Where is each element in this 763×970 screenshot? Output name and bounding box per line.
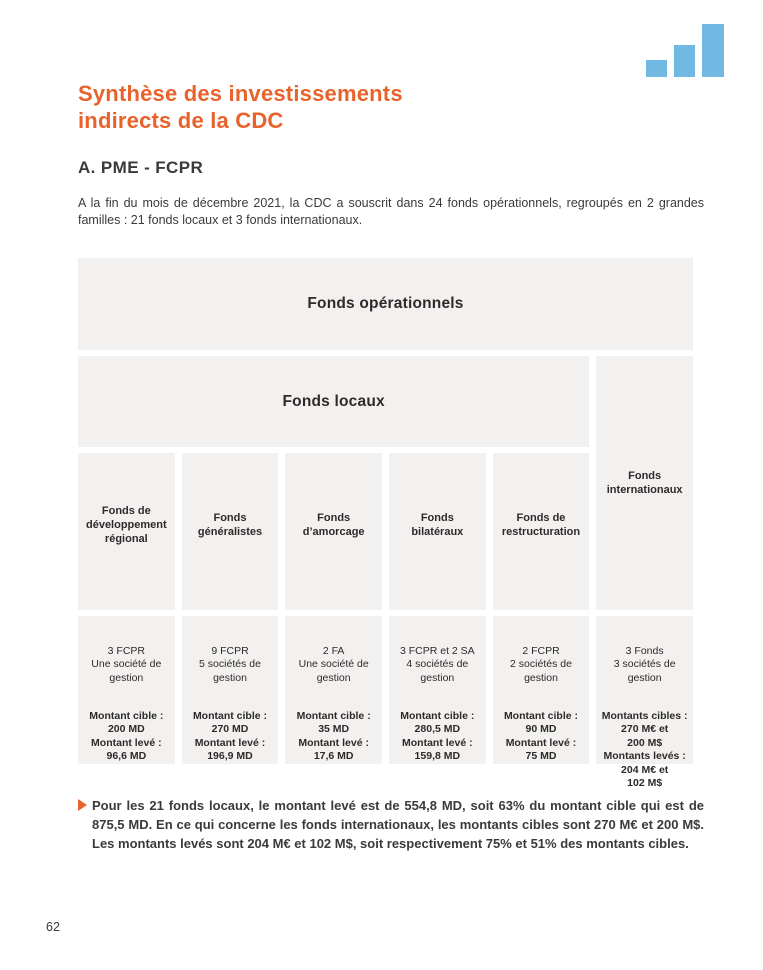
box-category-generalistes: Fonds généralistes (181, 453, 279, 610)
box-category-amorcage: Fonds d’amorcage (285, 453, 382, 610)
box-detail-internationaux: 3 Fonds 3 sociétés de gestion Montants c… (596, 616, 693, 789)
bar-chart-logo (646, 24, 724, 77)
detail-amounts: Montant cible : 200 MD Montant levé : 96… (89, 709, 164, 763)
page-number: 62 (46, 920, 60, 934)
detail-amounts: Montant cible : 270 MD Montant levé : 19… (192, 709, 268, 763)
detail-info: 3 FCPR Une société de gestion (91, 644, 162, 684)
funds-hierarchy-diagram: Fonds opérationnels Fonds locaux Fonds i… (78, 258, 693, 789)
intro-paragraph: A la fin du mois de décembre 2021, la CD… (78, 196, 704, 227)
detail-info: 3 Fonds 3 sociétés de gestion (613, 644, 676, 684)
logo-bar-large (702, 24, 724, 77)
box-detail-restructuration: 2 FCPR 2 sociétés de gestion Montant cib… (492, 616, 590, 764)
detail-amounts: Montant cible : 35 MD Montant levé : 17,… (296, 709, 371, 763)
section-heading: A. PME - FCPR (78, 158, 204, 177)
footnote-text: Pour les 21 fonds locaux, le montant lev… (92, 798, 704, 851)
box-detail-developpement-regional: 3 FCPR Une société de gestion Montant ci… (78, 616, 175, 764)
footnote: Pour les 21 fonds locaux, le montant lev… (78, 796, 704, 853)
detail-info: 2 FA Une société de gestion (298, 644, 369, 684)
logo-bar-small (646, 60, 667, 77)
box-fonds-internationaux: Fonds internationaux (596, 356, 693, 610)
box-detail-bilateraux: 3 FCPR et 2 SA 4 sociétés de gestion Mon… (388, 616, 486, 764)
box-category-restructuration: Fonds de restructuration (492, 453, 590, 610)
page-title: Synthèse des investissements indirects d… (78, 81, 403, 133)
triangle-bullet-icon (78, 799, 87, 811)
detail-info: 2 FCPR 2 sociétés de gestion (510, 644, 572, 684)
detail-amounts: Montant cible : 280,5 MD Montant levé : … (400, 709, 475, 763)
detail-amounts: Montants cibles : 270 M€ et 200 M$ Monta… (601, 709, 688, 790)
box-detail-generalistes: 9 FCPR 5 sociétés de gestion Montant cib… (181, 616, 279, 764)
box-fonds-locaux: Fonds locaux (78, 356, 590, 447)
logo-bar-medium (674, 45, 695, 77)
box-fonds-operationnels: Fonds opérationnels (78, 258, 693, 350)
detail-info: 3 FCPR et 2 SA 4 sociétés de gestion (399, 644, 475, 684)
detail-amounts: Montant cible : 90 MD Montant levé : 75 … (503, 709, 579, 763)
box-category-bilateraux: Fonds bilatéraux (388, 453, 486, 610)
detail-info: 9 FCPR 5 sociétés de gestion (199, 644, 261, 684)
box-category-developpement-regional: Fonds de développement régional (78, 453, 175, 610)
box-detail-amorcage: 2 FA Une société de gestion Montant cibl… (285, 616, 382, 764)
